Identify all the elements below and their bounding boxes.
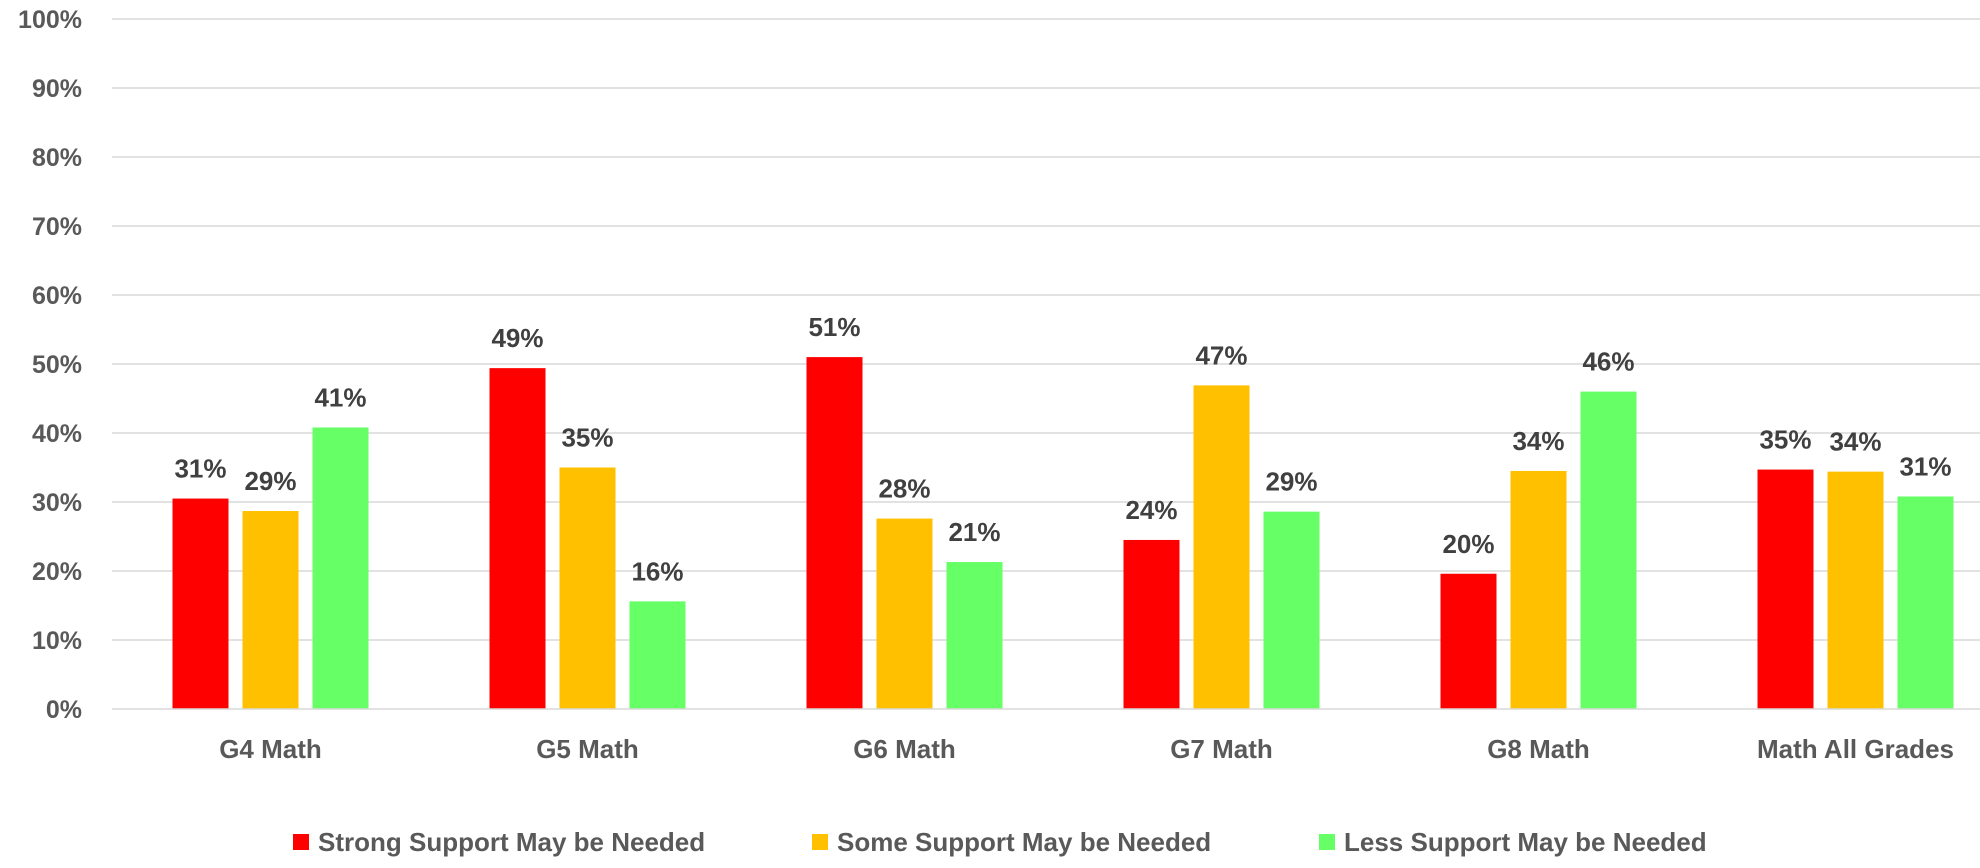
data-label: 20% [1442,529,1494,559]
x-category-label: G6 Math [853,734,956,764]
bar [876,518,933,709]
data-label: 34% [1829,427,1881,457]
x-category-label: G4 Math [219,734,322,764]
legend-swatch [293,834,309,850]
bar [1193,385,1250,709]
bar [1580,391,1637,709]
y-tick-label: 70% [32,213,82,241]
data-label: 49% [491,323,543,353]
y-tick-label: 60% [32,282,82,310]
bar [1897,496,1954,709]
data-label: 24% [1125,495,1177,525]
data-label: 35% [561,423,613,453]
bar [1757,469,1814,709]
y-tick-label: 100% [18,6,82,34]
data-label: 51% [808,312,860,342]
x-category-label: G7 Math [1170,734,1273,764]
legend-swatch [812,834,828,850]
x-category-label: G5 Math [536,734,639,764]
y-tick-label: 40% [32,420,82,448]
bar [489,368,546,709]
data-label: 46% [1582,347,1634,377]
y-tick-label: 10% [32,627,82,655]
data-label: 29% [244,466,296,496]
gridlines [112,18,1980,641]
bar [1263,511,1320,709]
bar [1440,573,1497,709]
data-label: 35% [1759,425,1811,455]
data-label: 28% [878,474,930,504]
y-tick-label: 80% [32,144,82,172]
bar [242,510,299,709]
y-tick-label: 50% [32,351,82,379]
bars [172,357,1954,709]
data-label: 29% [1265,467,1317,497]
data-label: 31% [174,454,226,484]
bar [1827,471,1884,709]
x-category-label: Math All Grades [1757,734,1954,764]
data-label: 31% [1899,451,1951,481]
data-label: 16% [631,556,683,586]
legend-label: Some Support May be Needed [837,827,1211,857]
data-label: 21% [948,517,1000,547]
x-axis: G4 Math G5 Math G6 Math G7 Math G8 Math Math … [112,708,1980,764]
y-tick-label: 30% [32,489,82,517]
bar [1123,539,1180,709]
legend-label: Less Support May be Needed [1344,827,1707,857]
bar [629,601,686,709]
x-category-label: G8 Math [1487,734,1590,764]
bar [946,562,1003,709]
legend: Strong Support May be Needed Some Support… [293,827,1707,857]
bar [806,357,863,709]
data-label: 47% [1195,340,1247,370]
y-axis-tick-labels: 0% 10% 20% 30% 40% 50% 60% 70% 80% 90% 100% [18,6,82,724]
bar [1510,470,1567,709]
data-label: 34% [1512,426,1564,456]
data-label: 41% [314,382,366,412]
bar [312,427,369,709]
y-tick-label: 0% [46,696,82,724]
y-tick-label: 90% [32,75,82,103]
data-labels: 31% 29% 41% 49% 35% 16% 51% 28% 21% 24% 47% 29% 20% 3… [174,312,1951,586]
legend-swatch [1319,834,1335,850]
y-tick-label: 20% [32,558,82,586]
legend-label: Strong Support May be Needed [318,827,705,857]
bar [172,498,229,709]
bar [559,467,616,709]
